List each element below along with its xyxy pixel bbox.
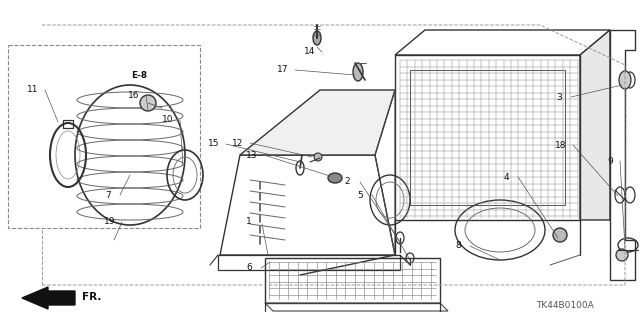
Text: 10: 10 bbox=[163, 115, 173, 124]
Text: 16: 16 bbox=[128, 91, 140, 100]
Text: 9: 9 bbox=[607, 157, 613, 166]
Bar bbox=[63, 120, 73, 128]
Text: 11: 11 bbox=[28, 85, 39, 94]
Ellipse shape bbox=[313, 31, 321, 45]
Text: 13: 13 bbox=[246, 151, 258, 160]
Ellipse shape bbox=[553, 228, 567, 242]
Text: TK44B0100A: TK44B0100A bbox=[536, 300, 594, 309]
Ellipse shape bbox=[616, 249, 628, 261]
Text: 1: 1 bbox=[246, 218, 252, 226]
Text: 15: 15 bbox=[208, 139, 220, 149]
Ellipse shape bbox=[619, 71, 631, 89]
Polygon shape bbox=[240, 90, 395, 155]
Text: 14: 14 bbox=[304, 48, 316, 56]
Ellipse shape bbox=[314, 153, 322, 161]
Text: 4: 4 bbox=[503, 173, 509, 182]
Text: 7: 7 bbox=[105, 190, 111, 199]
Bar bbox=[410, 70, 565, 205]
Text: 17: 17 bbox=[277, 65, 289, 75]
Ellipse shape bbox=[353, 63, 363, 81]
Polygon shape bbox=[22, 287, 75, 309]
Text: FR.: FR. bbox=[82, 292, 101, 302]
Text: 2: 2 bbox=[344, 177, 350, 187]
Text: 5: 5 bbox=[357, 190, 363, 199]
Polygon shape bbox=[580, 30, 610, 220]
Text: E-8: E-8 bbox=[131, 71, 148, 80]
Text: 18: 18 bbox=[556, 140, 567, 150]
Ellipse shape bbox=[140, 95, 156, 111]
Ellipse shape bbox=[328, 173, 342, 183]
Text: 12: 12 bbox=[232, 138, 244, 147]
Text: 3: 3 bbox=[556, 93, 562, 101]
Text: 6: 6 bbox=[246, 263, 252, 272]
Text: 8: 8 bbox=[455, 241, 461, 250]
Text: 19: 19 bbox=[104, 218, 116, 226]
